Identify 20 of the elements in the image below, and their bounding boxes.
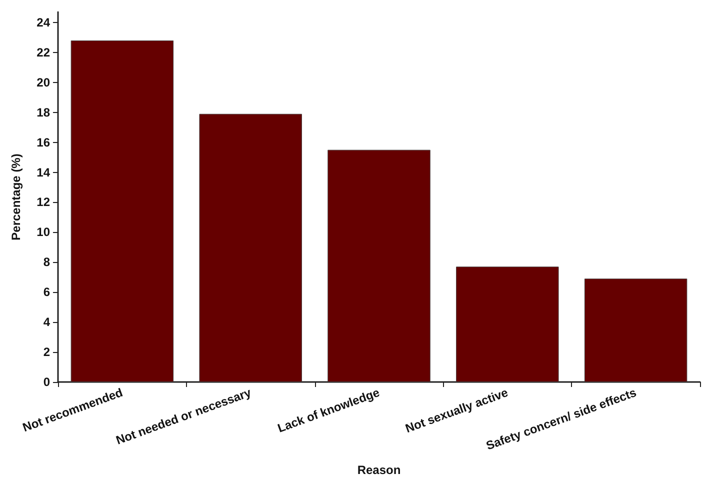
bar bbox=[456, 266, 559, 382]
y-tick-label: 10 bbox=[36, 225, 50, 240]
y-tick-label: 8 bbox=[43, 255, 50, 270]
bar bbox=[584, 278, 688, 382]
y-tick-label: 18 bbox=[36, 105, 50, 120]
y-tick-label: 16 bbox=[36, 135, 50, 150]
y-axis-title: Percentage (%) bbox=[9, 154, 23, 240]
y-tick-label: 6 bbox=[43, 285, 50, 300]
y-tick-label: 24 bbox=[36, 15, 50, 30]
bar bbox=[328, 150, 430, 382]
y-tick-label: 4 bbox=[43, 315, 50, 330]
bar bbox=[70, 40, 174, 382]
x-axis-title: Reason bbox=[357, 463, 401, 477]
y-tick-label: 14 bbox=[36, 165, 50, 180]
y-tick-label: 0 bbox=[43, 375, 50, 389]
bar bbox=[199, 114, 302, 382]
y-tick-label: 2 bbox=[43, 345, 50, 360]
y-tick-label: 22 bbox=[36, 45, 50, 60]
y-tick-label: 20 bbox=[36, 75, 50, 90]
y-tick-label: 12 bbox=[36, 195, 50, 210]
